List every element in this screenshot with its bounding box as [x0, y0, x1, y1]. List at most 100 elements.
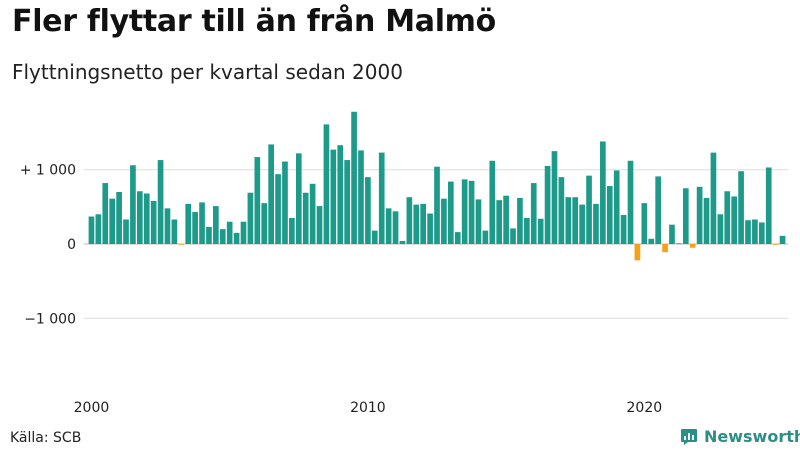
bar: [289, 218, 295, 245]
bar: [206, 226, 212, 244]
bar: [302, 192, 309, 244]
bar: [213, 206, 219, 244]
bar: [130, 165, 136, 244]
bar: [185, 203, 192, 244]
bar: [606, 186, 613, 244]
bar: [116, 191, 122, 244]
bar: [461, 179, 468, 244]
bar: [268, 144, 274, 244]
bar: [558, 177, 565, 244]
bar: [261, 203, 268, 244]
bar: [772, 244, 779, 245]
bar: [392, 211, 399, 244]
bar: [344, 160, 350, 244]
bar: [710, 152, 717, 244]
bar: [537, 218, 544, 244]
bar: [219, 229, 226, 244]
bar: [655, 176, 661, 244]
bar: [551, 151, 558, 245]
bar: [323, 124, 330, 244]
bar: [143, 193, 150, 244]
bar: [137, 191, 143, 244]
bar: [95, 214, 102, 244]
bar: [365, 177, 371, 244]
bar: [88, 216, 95, 244]
x-tick-label: 2020: [627, 400, 663, 416]
bar: [524, 218, 530, 245]
bar: [731, 196, 737, 244]
bar: [233, 232, 240, 244]
bar: [358, 150, 364, 244]
bar: [669, 224, 675, 244]
bar: [745, 220, 751, 244]
bar: [765, 167, 772, 244]
bar: [337, 145, 344, 244]
bar: [378, 152, 385, 244]
bar: [600, 141, 606, 244]
bar: [468, 180, 475, 244]
bar: [109, 198, 116, 244]
bar: [385, 208, 392, 244]
bar: [157, 160, 164, 244]
bar: [454, 232, 461, 244]
bar: [282, 161, 288, 244]
bar: [275, 174, 281, 244]
bar: [530, 183, 537, 244]
bar: [544, 165, 551, 245]
bar: [482, 230, 489, 244]
bar: [192, 212, 198, 244]
bar: [123, 219, 129, 244]
x-tick-label: 2010: [350, 400, 386, 416]
bar: [330, 149, 337, 244]
bar: [226, 221, 233, 244]
bar-chart: + 1 000 0 −1 000 2000 2010 2020: [20, 111, 788, 416]
bar: [572, 197, 579, 244]
bar: [752, 219, 758, 244]
bar: [779, 235, 786, 244]
bar: [247, 192, 254, 244]
bar: [758, 222, 765, 244]
bar: [517, 197, 523, 244]
bar: [648, 238, 655, 244]
source-note: Källa: SCB: [10, 430, 82, 446]
newsworthy-logo[interactable]: Newsworthy: [680, 427, 800, 446]
x-tick-label: 2000: [74, 400, 110, 416]
bar: [510, 228, 516, 244]
bar: [406, 197, 413, 244]
bar: [641, 203, 648, 244]
bar: [164, 208, 171, 244]
bar: [703, 197, 710, 244]
bar: [696, 186, 703, 244]
bar: [689, 244, 696, 248]
bar: [309, 183, 316, 244]
bar: [634, 244, 641, 261]
bar: [371, 230, 378, 244]
bar: [413, 204, 420, 244]
bar: [178, 244, 185, 245]
chart-subtitle: Flyttningsnetto per kvartal sedan 2000: [12, 60, 403, 84]
bar: [420, 203, 427, 244]
brand-name: Newsworthy: [704, 427, 800, 446]
bar: [351, 111, 357, 244]
bar: [496, 200, 503, 244]
bar: [662, 244, 668, 253]
bar: [565, 197, 572, 244]
bar: [579, 204, 585, 244]
chat-bar-icon: [681, 428, 697, 445]
bar: [586, 175, 592, 244]
bar: [724, 191, 731, 244]
bar: [150, 200, 157, 244]
bar: [427, 213, 433, 244]
bar: [676, 243, 682, 245]
bar: [489, 160, 496, 244]
bar: [441, 198, 447, 244]
bar: [503, 195, 509, 244]
bar: [399, 241, 406, 244]
bar: [240, 221, 247, 244]
chart-title: Fler flyttar till än från Malmö: [12, 4, 496, 39]
bar: [682, 188, 689, 245]
bar: [171, 219, 178, 244]
bar: [295, 153, 302, 244]
bar: [199, 202, 205, 244]
y-tick-label: −1 000: [24, 311, 76, 327]
